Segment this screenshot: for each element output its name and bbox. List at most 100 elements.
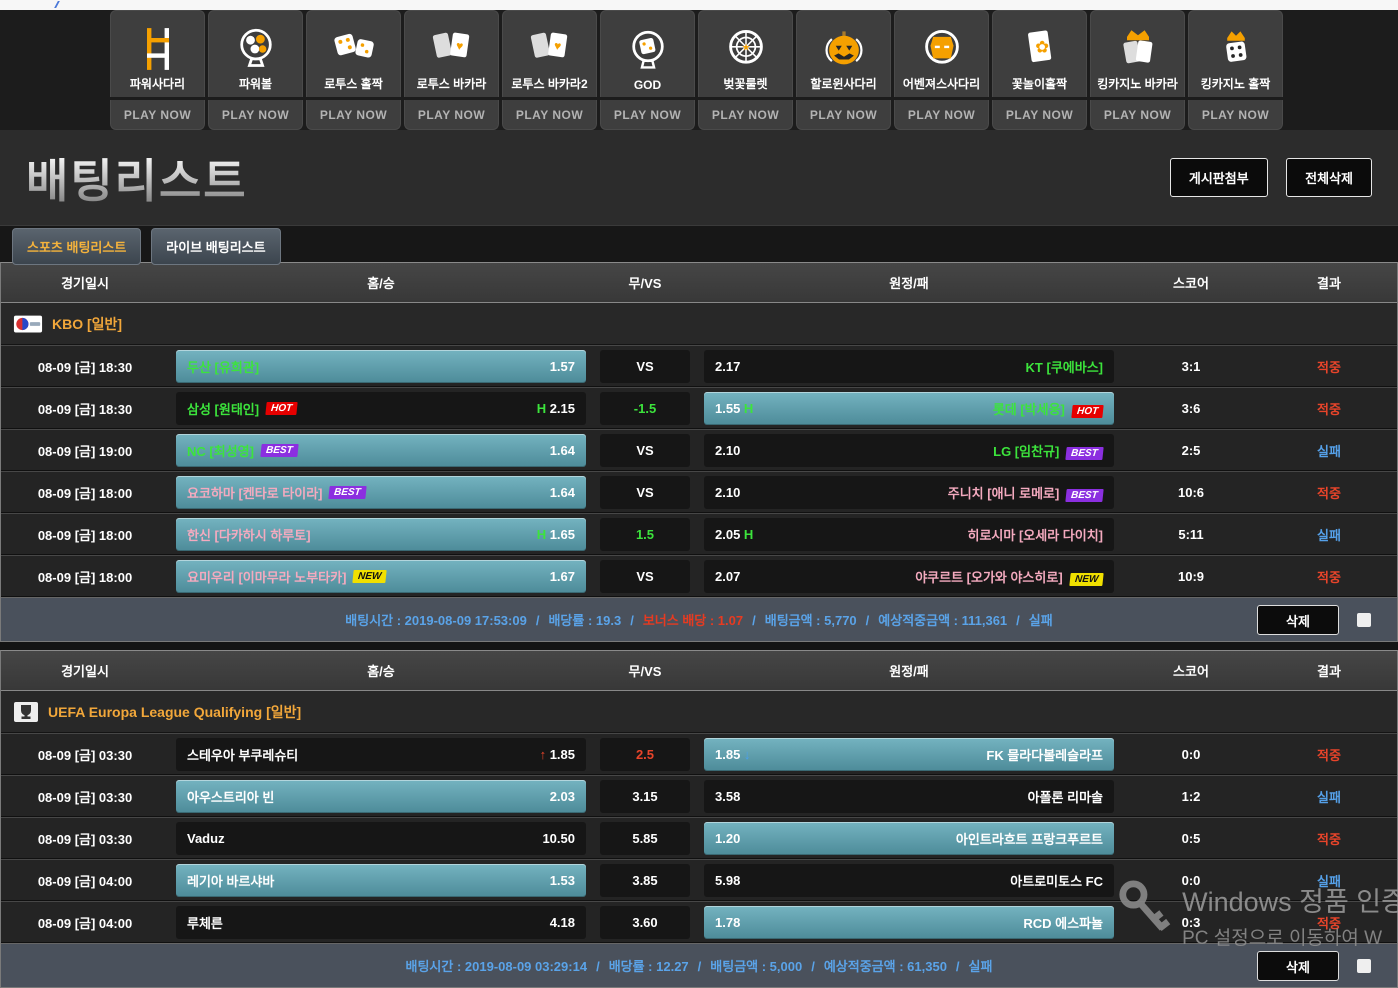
match-row: 08-09 [금] 03:30 아우스트리아 빈 2.03 3.15 3.58 아폴론 리… bbox=[1, 775, 1397, 817]
game-card-top: GOD bbox=[600, 10, 695, 97]
game-card[interactable]: 파워사다리 PLAY NOW bbox=[110, 10, 205, 130]
score-value: 0:0 bbox=[1181, 746, 1201, 762]
team-name: 요미우리 [이마무라 노부타카] bbox=[187, 569, 347, 585]
game-crown-cards-icon bbox=[1116, 26, 1160, 72]
game-card[interactable]: 어벤져스사다리 PLAY NOW bbox=[894, 10, 989, 130]
play-now-button[interactable]: PLAY NOW bbox=[306, 100, 401, 130]
odds-group: 3.58 bbox=[715, 789, 740, 804]
score-value: 3:1 bbox=[1181, 358, 1201, 374]
game-card[interactable]: GOD PLAY NOW bbox=[600, 10, 695, 130]
game-card-top: 킹카지노 홀짝 bbox=[1188, 10, 1283, 97]
delete-button[interactable]: 삭제 bbox=[1257, 951, 1339, 981]
tab-sports-betting-list[interactable]: 스포츠 배팅리스트 bbox=[12, 228, 142, 265]
delete-all-button[interactable]: 전체삭제 bbox=[1286, 158, 1372, 197]
play-now-button[interactable]: PLAY NOW bbox=[698, 100, 793, 130]
away-pick: 1.85 ↓ FK 믈라다볼레슬라프 bbox=[704, 737, 1114, 771]
odds-value: 1.64 bbox=[549, 484, 575, 500]
summary-separator: / bbox=[697, 958, 702, 974]
badge-best: BEST bbox=[1065, 488, 1104, 502]
draw-cell: 1.5 bbox=[593, 517, 697, 551]
team-name: 두산 [유희관] bbox=[187, 359, 260, 375]
team-name: 야쿠르트 [오가와 야스히로] bbox=[915, 569, 1063, 585]
away-cell: 2.05 H 히로시마 [오세라 다이치] bbox=[697, 517, 1121, 551]
title-buttons: 게시판첨부 전체삭제 bbox=[1156, 158, 1372, 197]
play-now-button[interactable]: PLAY NOW bbox=[796, 100, 891, 130]
betting-summary: 배팅시간 : 2019-08-09 17:53:09 / 배당률 : 19.3 / 보너… bbox=[1, 597, 1397, 641]
home-cell: 스테우아 부쿠레슈티 ↑ 1.85 bbox=[169, 737, 593, 771]
play-now-button[interactable]: PLAY NOW bbox=[992, 100, 1087, 130]
column-header: 홈/승 bbox=[367, 664, 395, 679]
play-now-button[interactable]: PLAY NOW bbox=[1188, 100, 1283, 130]
score-value: 10:9 bbox=[1177, 568, 1205, 584]
league-name: KBO [일반] bbox=[52, 315, 123, 332]
select-checkbox[interactable] bbox=[1357, 959, 1371, 973]
home-pick: 아우스트리아 빈 2.03 bbox=[176, 779, 586, 813]
team-group: 요미우리 [이마무라 노부타카] NEW bbox=[187, 567, 388, 586]
summary-text: 배팅시간 : 2019-08-09 17:53:09 / 배당률 : 19.3 / 보너… bbox=[345, 610, 1052, 630]
home-cell: 한신 [다카하시 하루토] H 1.65 bbox=[169, 517, 593, 551]
draw-pick: 2.5 bbox=[600, 737, 690, 771]
game-card[interactable]: ♥ 로투스 바카라2 PLAY NOW bbox=[502, 10, 597, 130]
game-card[interactable]: 로투스 홀짝 PLAY NOW bbox=[306, 10, 401, 130]
away-cell: 1.78 RCD 에스파뇰 bbox=[697, 905, 1121, 939]
draw-pick: 1.5 bbox=[600, 517, 690, 551]
board-attach-button[interactable]: 게시판첨부 bbox=[1169, 158, 1268, 197]
game-card[interactable]: 킹카지노 홀짝 PLAY NOW bbox=[1188, 10, 1283, 130]
play-now-button[interactable]: PLAY NOW bbox=[1090, 100, 1185, 130]
game-card[interactable]: 킹카지노 바카라 PLAY NOW bbox=[1090, 10, 1185, 130]
play-now-button[interactable]: PLAY NOW bbox=[894, 100, 989, 130]
play-now-button[interactable]: PLAY NOW bbox=[502, 100, 597, 130]
match-date: 08-09 [금] 18:00 bbox=[37, 485, 133, 501]
game-name: 벚꽃룰렛 bbox=[723, 77, 768, 91]
team-group: 한신 [다카하시 하루토] bbox=[187, 525, 311, 544]
game-dice-pair-icon bbox=[332, 26, 376, 72]
draw-cell: 5.85 bbox=[593, 821, 697, 855]
odds-value: 2.17 bbox=[715, 358, 741, 374]
svg-text:★: ★ bbox=[741, 43, 750, 54]
column-header: 원정/패 bbox=[889, 276, 929, 291]
odds-group: 1.20 bbox=[715, 831, 740, 846]
home-pick: 루체른 4.18 bbox=[176, 905, 586, 939]
away-pick: 5.98 아트로미토스 FC bbox=[704, 863, 1114, 897]
home-cell: 아우스트리아 빈 2.03 bbox=[169, 779, 593, 813]
play-now-button[interactable]: PLAY NOW bbox=[404, 100, 499, 130]
game-card[interactable]: 파워볼 PLAY NOW bbox=[208, 10, 303, 130]
summary-segment: 배팅시간 : 2019-08-09 17:53:09 bbox=[345, 612, 527, 628]
game-card[interactable]: ★ 벚꽃룰렛 PLAY NOW bbox=[698, 10, 793, 130]
draw-value: 2.5 bbox=[635, 746, 655, 762]
league-name: UEFA Europa League Qualifying [일반] bbox=[48, 703, 302, 720]
odds-value: 1.78 bbox=[715, 914, 741, 930]
game-card[interactable]: ♥ 로투스 바카라 PLAY NOW bbox=[404, 10, 499, 130]
game-card-top: 킹카지노 바카라 bbox=[1090, 10, 1185, 97]
select-checkbox[interactable] bbox=[1357, 613, 1371, 627]
play-now-button[interactable]: PLAY NOW bbox=[600, 100, 695, 130]
team-name: NC [최성영] bbox=[187, 443, 254, 459]
result-value: 적중 bbox=[1317, 747, 1341, 763]
game-name: 꽃놀이홀짝 bbox=[1011, 77, 1068, 91]
away-cell: 5.98 아트로미토스 FC bbox=[697, 863, 1121, 897]
match-row: 08-09 [금] 18:30 두산 [유희관] 1.57 VS 2.17 KT [쿠에바… bbox=[1, 345, 1397, 387]
badge-best: BEST bbox=[328, 485, 367, 499]
play-now-button[interactable]: PLAY NOW bbox=[208, 100, 303, 130]
draw-value: 5.85 bbox=[632, 830, 658, 846]
game-card[interactable]: ✿ 꽃놀이홀짝 PLAY NOW bbox=[992, 10, 1087, 130]
play-now-button[interactable]: PLAY NOW bbox=[110, 100, 205, 130]
draw-pick: VS bbox=[600, 349, 690, 383]
trophy-icon bbox=[13, 701, 39, 723]
betting-list-tabs: 스포츠 배팅리스트 라이브 배팅리스트 bbox=[0, 226, 1398, 265]
draw-cell: 3.60 bbox=[593, 905, 697, 939]
draw-pick: -1.5 bbox=[600, 391, 690, 425]
odds-group: 2.10 bbox=[715, 485, 740, 500]
result-value: 적중 bbox=[1317, 915, 1341, 931]
column-header: 결과 bbox=[1317, 276, 1341, 291]
game-god-ball-icon bbox=[626, 29, 670, 75]
game-card[interactable]: 할로윈사다리 PLAY NOW bbox=[796, 10, 891, 130]
summary-separator: / bbox=[865, 612, 870, 628]
draw-cell: 3.15 bbox=[593, 779, 697, 813]
tab-live-betting-list[interactable]: 라이브 배팅리스트 bbox=[151, 228, 281, 265]
game-cards-heart-icon: ♥ bbox=[528, 26, 572, 72]
delete-button[interactable]: 삭제 bbox=[1257, 605, 1339, 635]
badge-hot: HOT bbox=[265, 401, 298, 415]
league-header: KBO [일반] bbox=[1, 303, 1397, 345]
team-name: RCD 에스파뇰 bbox=[1023, 915, 1103, 931]
